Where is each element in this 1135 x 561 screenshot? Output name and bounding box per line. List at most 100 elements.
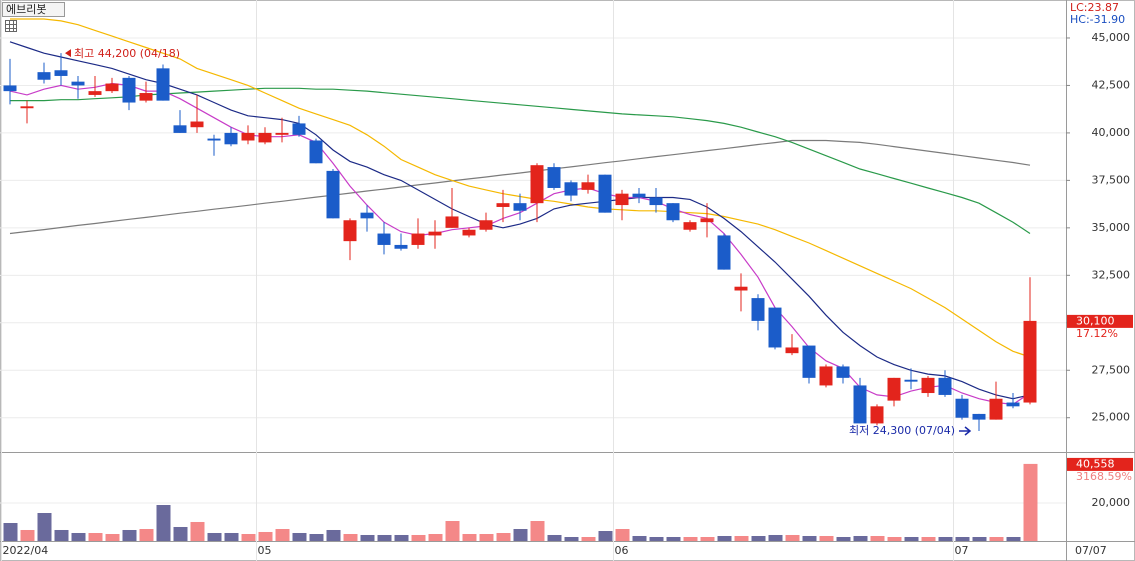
- candle-body: [547, 167, 561, 188]
- volume-bar: [105, 534, 120, 541]
- grid-icon-lines: [5, 20, 17, 32]
- candle-body: [360, 212, 374, 219]
- volume-bar: [156, 505, 171, 541]
- candle-body: [564, 182, 578, 196]
- last-volume-label: 40,558: [1076, 457, 1115, 470]
- volume-bar: [955, 537, 970, 541]
- x-tick-label: 05: [258, 544, 272, 557]
- candle-body: [122, 77, 136, 103]
- candle-body: [717, 235, 731, 270]
- title-box[interactable]: [2, 2, 65, 17]
- candle-body: [1006, 402, 1020, 407]
- volume-bar: [258, 531, 273, 541]
- annotation-arrow: [65, 49, 71, 58]
- volume-bar: [802, 536, 817, 541]
- volume-bar: [377, 534, 392, 541]
- grid-icon[interactable]: [5, 20, 17, 32]
- volume-bar: [54, 529, 69, 541]
- volume-bar: [564, 537, 579, 541]
- volume-bar: [1006, 537, 1021, 541]
- annotation-text: 최고 44,200 (04/18): [74, 47, 180, 60]
- last-price-label: 30,100: [1076, 314, 1115, 327]
- candle-body: [428, 231, 442, 236]
- volume-bar: [71, 532, 86, 541]
- change-label: 17.12%: [1076, 327, 1118, 340]
- volume-bar: [88, 532, 103, 541]
- candle-body: [921, 377, 935, 394]
- candle-body: [275, 132, 289, 135]
- candle-body: [1023, 320, 1037, 403]
- candle-body: [683, 222, 697, 230]
- candle-body: [88, 91, 102, 95]
- candle-body: [734, 286, 748, 291]
- candle-body: [20, 106, 34, 109]
- candle-body: [71, 81, 85, 86]
- annotation-arrow: [959, 426, 972, 436]
- volume-bar: [666, 537, 681, 541]
- candle-body: [598, 174, 612, 213]
- candle-body: [139, 93, 153, 101]
- candle-body: [649, 197, 663, 206]
- candle-body: [445, 216, 459, 228]
- volume-bar: [581, 537, 596, 541]
- volume-bar: [615, 529, 630, 541]
- volume-bar: [853, 536, 868, 541]
- volume-bar: [173, 526, 188, 541]
- candle-body: [309, 140, 323, 164]
- volume-bar: [122, 529, 137, 541]
- volume-bar: [275, 529, 290, 541]
- y-tick-label: 27,500: [1092, 363, 1131, 376]
- volume-bar: [20, 529, 35, 541]
- volume-bar: [785, 534, 800, 541]
- candle-body: [989, 398, 1003, 420]
- volume-bar: [360, 534, 375, 541]
- candle-body: [955, 398, 969, 418]
- candle-body: [190, 121, 204, 128]
- candle-body: [105, 83, 119, 92]
- candle-body: [615, 193, 629, 206]
- y-tick-label: 37,500: [1092, 173, 1131, 186]
- candle-body: [292, 123, 306, 135]
- hc-label: HC:-31.90: [1070, 13, 1125, 26]
- volume: [3, 463, 1038, 541]
- candle-body: [853, 385, 867, 424]
- candle-body: [751, 298, 765, 321]
- candle-body: [938, 377, 952, 395]
- volume-bar: [700, 537, 715, 541]
- annotation-text: 최저 24,300 (07/04): [849, 424, 955, 437]
- last-volume-tag: [1067, 457, 1133, 471]
- candle-body: [666, 203, 680, 221]
- volume-bar: [649, 537, 664, 541]
- last-price-tag: [1067, 314, 1133, 328]
- volume-bar: [462, 534, 477, 541]
- candle-body: [54, 70, 68, 76]
- volume-bar: [819, 536, 834, 541]
- volume-bar: [445, 521, 460, 541]
- moving-average-line: [10, 87, 1031, 234]
- y-tick-label: 25,000: [1092, 411, 1131, 424]
- volume-bar: [309, 534, 324, 541]
- y-tick-label: 35,000: [1092, 221, 1131, 234]
- candle-body: [343, 220, 357, 242]
- volume-bar: [870, 536, 885, 541]
- candle-body: [870, 406, 884, 424]
- labels: 25,00027,50030,00032,50035,00037,50040,0…: [3, 31, 1133, 557]
- volume-bar: [598, 531, 613, 541]
- volume-bar: [904, 537, 919, 541]
- candle-body: [819, 366, 833, 386]
- y-tick-label: 42,500: [1092, 78, 1131, 91]
- candle-body: [3, 85, 17, 92]
- volume-bar: [547, 534, 562, 541]
- moving-average-line: [9, 139, 1031, 235]
- candle-body: [462, 229, 476, 236]
- volume-bar: [428, 534, 443, 541]
- x-tick-label: 2022/04: [3, 544, 49, 557]
- candle-body: [802, 345, 816, 378]
- candle-body: [207, 138, 221, 141]
- volume-bar: [1023, 463, 1038, 541]
- candle-body: [513, 203, 527, 211]
- volume-bar: [921, 537, 936, 541]
- volume-bar: [139, 529, 154, 541]
- volume-bar: [394, 534, 409, 541]
